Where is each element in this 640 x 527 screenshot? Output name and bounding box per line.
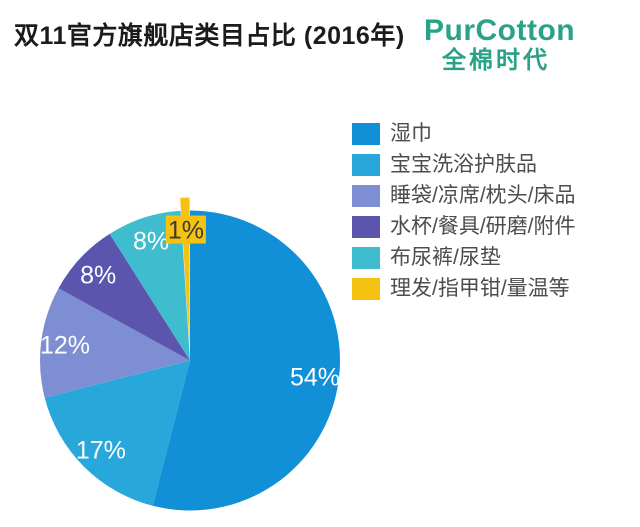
legend-label: 宝宝洗浴护肤品: [390, 153, 537, 176]
legend-item-2: 宝宝洗浴护肤品: [352, 154, 576, 176]
legend-swatch: [352, 154, 380, 176]
pie-slice-2: [44, 360, 191, 506]
pie-slice-label: 8%: [133, 228, 169, 256]
pie-slice-3: [39, 288, 191, 398]
page-title: 双11官方旗舰店类目占比 (2016年): [14, 22, 405, 50]
brand-logo-text: PurCotton: [424, 14, 576, 47]
legend-label: 睡袋/凉席/枕头/床品: [390, 184, 576, 207]
pie-slice-label: 12%: [40, 332, 90, 360]
legend-label: 湿巾: [390, 122, 432, 145]
legend-swatch: [352, 185, 380, 207]
pie-label-box: [165, 215, 206, 244]
legend-item-3: 睡袋/凉席/枕头/床品: [352, 185, 576, 207]
pie-slice-label: 17%: [76, 437, 126, 465]
pie-slice-label: 1%: [168, 217, 204, 245]
pie-slice-label: 8%: [80, 261, 116, 289]
legend-swatch: [352, 216, 380, 238]
brand-logo: PurCotton 全棉时代: [424, 14, 576, 74]
chart-legend: 湿巾宝宝洗浴护肤品睡袋/凉席/枕头/床品 水杯/餐具/研磨/附件 布尿裤/尿垫理发/…: [352, 123, 576, 309]
legend-label: 布尿裤/尿垫: [390, 246, 501, 269]
legend-swatch: [352, 247, 380, 269]
legend-swatch: [352, 278, 380, 300]
legend-item-4: 水杯/餐具/研磨/附件: [352, 216, 576, 238]
legend-item-5: 布尿裤/尿垫: [352, 247, 576, 269]
pie-slice-5: [109, 210, 190, 361]
brand-logo-chinese: 全棉时代: [442, 47, 550, 74]
legend-label: 理发/指甲钳/量温等: [390, 277, 570, 300]
legend-item-1: 湿巾: [352, 123, 576, 145]
pie-slice-label: 54%: [290, 363, 340, 391]
pie-slice-1: [152, 210, 340, 511]
pie-slice-4: [58, 233, 190, 361]
legend-swatch: [352, 123, 380, 145]
legend-item-6: 理发/指甲钳/量温等: [352, 278, 576, 300]
legend-label: 水杯/餐具/研磨/附件: [390, 215, 576, 238]
